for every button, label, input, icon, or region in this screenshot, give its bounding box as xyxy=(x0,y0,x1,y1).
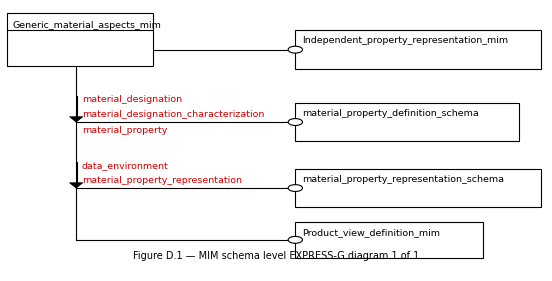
Bar xyxy=(295,103,519,141)
Text: material_property: material_property xyxy=(82,126,167,135)
Circle shape xyxy=(288,119,302,125)
Text: material_property_representation: material_property_representation xyxy=(82,176,242,185)
Polygon shape xyxy=(70,117,83,122)
Polygon shape xyxy=(70,183,83,188)
Bar xyxy=(295,30,541,69)
Bar xyxy=(295,222,483,257)
Text: Independent_property_representation_mim: Independent_property_representation_mim xyxy=(302,36,508,45)
Text: material_property_representation_schema: material_property_representation_schema xyxy=(302,175,504,184)
Circle shape xyxy=(288,46,302,53)
Text: Generic_material_aspects_mim: Generic_material_aspects_mim xyxy=(12,21,161,30)
Text: Figure D.1 — MIM schema level EXPRESS-G diagram 1 of 1: Figure D.1 — MIM schema level EXPRESS-G … xyxy=(133,251,419,262)
Text: data_environment: data_environment xyxy=(82,161,168,170)
Text: material_property_definition_schema: material_property_definition_schema xyxy=(302,109,479,118)
Text: material_designation: material_designation xyxy=(82,95,182,104)
Bar xyxy=(295,169,541,207)
Text: material_designation_characterization: material_designation_characterization xyxy=(82,110,264,119)
Text: Product_view_definition_mim: Product_view_definition_mim xyxy=(302,228,440,237)
Bar xyxy=(7,13,153,66)
Circle shape xyxy=(288,185,302,192)
Circle shape xyxy=(288,236,302,243)
